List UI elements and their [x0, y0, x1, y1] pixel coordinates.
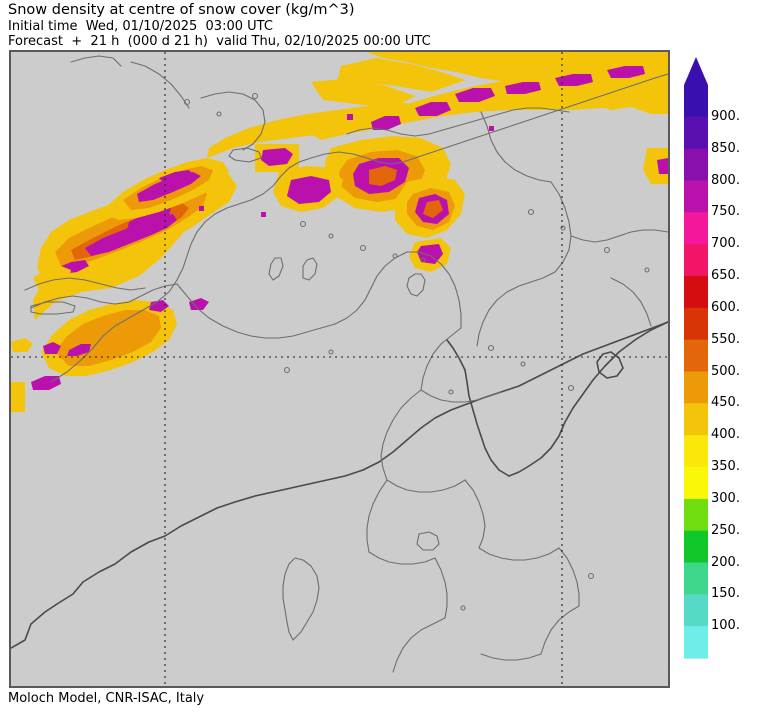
- forecast-valid-line: Forecast + 21 h (000 d 21 h) valid Thu, …: [8, 34, 431, 49]
- colorbar-tick-label: 500.: [711, 363, 740, 379]
- colorbar-tick-label: 300.: [711, 490, 740, 506]
- colorbar-segment[interactable]: [684, 212, 708, 245]
- colorbar-segment[interactable]: [684, 594, 708, 627]
- colorbar-tick-label: 850.: [711, 140, 740, 156]
- colorbar-tick-label: 400.: [711, 427, 740, 443]
- border-layer: [24, 55, 668, 673]
- colorbar-segment[interactable]: [684, 307, 708, 341]
- page-title: Snow density at centre of snow cover (kg…: [8, 2, 355, 18]
- colorbar-segment[interactable]: [684, 116, 708, 150]
- colorbar-segment[interactable]: [684, 148, 708, 182]
- colorbar-tick-label: 200.: [711, 554, 740, 570]
- colorbar-tick-label: 250.: [711, 522, 740, 538]
- map-frame[interactable]: [9, 50, 670, 688]
- colorbar-segment[interactable]: [684, 626, 708, 659]
- colorbar-segment[interactable]: [684, 498, 708, 532]
- colorbar-tick-label: 600.: [711, 299, 740, 315]
- colorbar-segment[interactable]: [684, 371, 708, 404]
- colorbar-tick-label: 650.: [711, 268, 740, 283]
- graticule-layer: [11, 52, 668, 686]
- map-canvas[interactable]: [11, 52, 668, 686]
- colorbar-tick-label: 350.: [711, 459, 740, 474]
- initial-time-line: Initial time Wed, 01/10/2025 03:00 UTC: [8, 19, 273, 34]
- colorbar-segment[interactable]: [684, 530, 708, 564]
- colorbar-segment[interactable]: [684, 467, 708, 500]
- colorbar-segment[interactable]: [684, 339, 708, 373]
- colorbar-segment[interactable]: [684, 244, 708, 277]
- colorbar-tick-label: 100.: [711, 618, 740, 634]
- colorbar-tick-label: 450.: [711, 395, 740, 411]
- colorbar-tick-label: 900.: [711, 108, 740, 124]
- coastline-layer: [11, 321, 668, 649]
- colorbar-arrow-icon: [684, 57, 708, 85]
- colorbar-segment[interactable]: [684, 403, 708, 436]
- colorbar-tick-label: 700.: [711, 236, 740, 252]
- colorbar-segment[interactable]: [684, 435, 708, 468]
- colorbar[interactable]: 900. 850. 800. 750. 700. 650. 600. 550. 500. 450.…: [683, 57, 760, 662]
- colorbar-segment[interactable]: [684, 180, 708, 213]
- colorbar-tick-label: 750.: [711, 204, 740, 220]
- colorbar-tick-label: 150.: [711, 586, 740, 602]
- colorbar-segment[interactable]: [684, 85, 708, 118]
- model-credit: Moloch Model, CNR-ISAC, Italy: [8, 691, 205, 706]
- colorbar-segment[interactable]: [684, 562, 708, 595]
- colorbar-tick-label: 800.: [711, 172, 740, 188]
- colorbar-tick-label: 550.: [711, 331, 740, 347]
- colorbar-swatches[interactable]: [683, 57, 713, 662]
- colorbar-segment[interactable]: [684, 276, 708, 309]
- title-block: Snow density at centre of snow cover (kg…: [8, 2, 608, 49]
